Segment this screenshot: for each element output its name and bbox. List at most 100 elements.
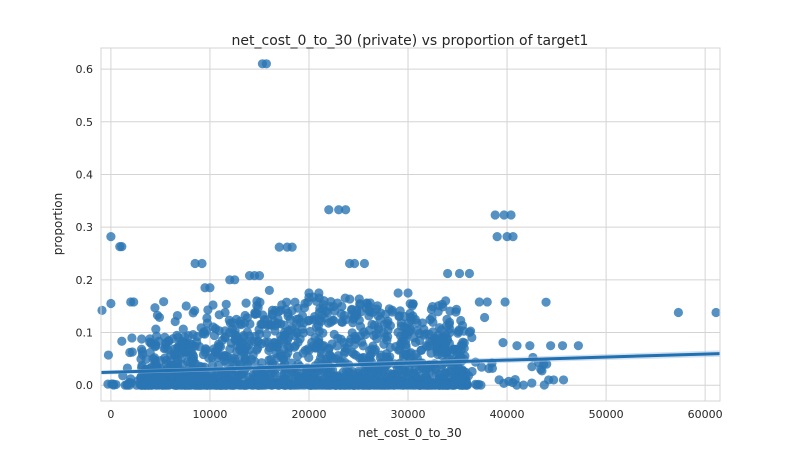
scatter-point <box>573 341 583 351</box>
scatter-point <box>183 331 194 341</box>
scatter-point <box>257 358 267 368</box>
scatter-point <box>304 353 314 363</box>
scatter-point <box>196 371 206 381</box>
y-tick-label: 0.4 <box>76 168 94 181</box>
scatter-point <box>443 268 453 279</box>
x-tick-label: 60000 <box>688 408 723 421</box>
scatter-point <box>254 271 265 281</box>
scatter-point <box>492 232 502 242</box>
scatter-point <box>314 315 325 325</box>
scatter-point <box>340 347 350 357</box>
scatter-point <box>369 320 380 330</box>
scatter-point <box>185 338 195 349</box>
scatter-point <box>242 327 252 337</box>
x-tick-label: 50000 <box>589 408 624 421</box>
scatter-point <box>231 314 242 324</box>
scatter-point <box>161 359 172 369</box>
scatter-point <box>499 378 509 388</box>
scatter-point <box>106 232 116 242</box>
scatter-point <box>385 321 396 331</box>
scatter-point <box>452 351 462 362</box>
x-tick-label: 0 <box>107 408 114 421</box>
scatter-point <box>376 380 386 390</box>
scatter-point <box>351 350 361 360</box>
scatter-point <box>426 348 436 358</box>
scatter-point <box>304 288 314 298</box>
scatter-point <box>267 380 277 390</box>
scatter-point <box>427 312 437 323</box>
scatter-point <box>189 380 200 390</box>
scatter-point <box>340 293 350 303</box>
scatter-point <box>137 349 148 360</box>
scatter-point <box>303 316 314 326</box>
scatter-point <box>415 380 425 390</box>
scatter-point <box>341 366 352 377</box>
scatter-point <box>408 311 418 321</box>
scatter-point <box>416 345 426 356</box>
scatter-point <box>222 380 232 390</box>
scatter-point <box>247 380 258 390</box>
scatter-point <box>220 333 230 343</box>
scatter-point <box>187 372 197 383</box>
scatter-point <box>292 351 303 361</box>
scatter-point <box>322 369 333 379</box>
scatter-point <box>434 323 445 333</box>
scatter-point <box>252 345 262 355</box>
scatter-point <box>210 346 220 357</box>
scatter-point <box>137 334 147 344</box>
scatter-point <box>197 258 207 269</box>
scatter-point <box>453 362 463 372</box>
scatter-point <box>428 327 438 337</box>
scatter-point <box>337 317 347 327</box>
scatter-point <box>440 341 450 352</box>
scatter-point <box>323 318 334 328</box>
scatter-point <box>159 297 169 307</box>
scatter-point <box>350 380 361 390</box>
scatter-point <box>138 380 148 390</box>
y-tick-label: 0.3 <box>76 221 94 234</box>
scatter-point <box>221 358 231 368</box>
scatter-point <box>518 380 529 390</box>
scatter-point <box>376 350 386 360</box>
scatter-point <box>338 380 348 390</box>
scatter-point <box>122 380 132 390</box>
scatter-point <box>498 338 508 348</box>
scatter-point <box>269 337 279 348</box>
scatter-point <box>427 336 437 346</box>
plot-background <box>101 48 720 401</box>
scatter-point <box>280 380 290 390</box>
scatter-point <box>245 319 255 329</box>
scatter-point <box>157 380 168 390</box>
scatter-point <box>318 328 328 338</box>
scatter-point <box>292 380 303 390</box>
scatter-point <box>241 380 251 390</box>
scatter-point <box>250 309 260 319</box>
scatter-point <box>150 359 160 369</box>
scatter-point <box>208 300 218 310</box>
scatter-point <box>292 327 302 338</box>
scatter-point <box>349 258 360 269</box>
scatter-point <box>459 326 469 336</box>
scatter-point <box>348 318 358 328</box>
scatter-point <box>383 380 393 390</box>
scatter-point <box>230 275 240 285</box>
scatter-point <box>405 299 415 309</box>
scatter-point <box>434 369 444 380</box>
regression-line <box>100 352 721 375</box>
scatter-point <box>398 349 409 360</box>
scatter-point <box>132 380 142 390</box>
scatter-point <box>359 258 370 269</box>
scatter-point <box>235 380 245 390</box>
scatter-point <box>363 380 374 390</box>
scatter-point <box>527 378 537 388</box>
scatter-point <box>177 380 187 390</box>
scatter-point <box>455 375 465 386</box>
scatter-point <box>170 380 180 390</box>
scatter-point <box>214 310 224 320</box>
scatter-point <box>384 370 394 380</box>
scatter-point <box>482 297 492 307</box>
scatter-point <box>129 297 139 307</box>
y-tick-label: 0.1 <box>76 327 94 340</box>
